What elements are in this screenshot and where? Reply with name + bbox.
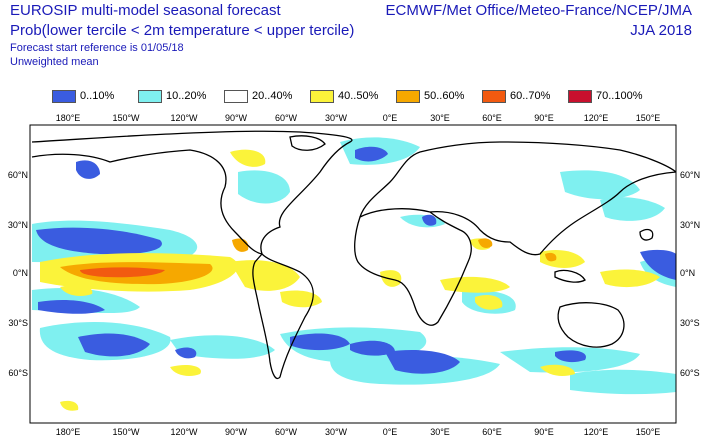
legend-swatch [482, 89, 506, 103]
latitude-label: 30°N [8, 220, 28, 230]
longitude-label: 90°E [534, 113, 554, 123]
map-title: EUROSIP multi-model seasonal forecast [10, 2, 281, 19]
longitude-label: 120°W [170, 113, 198, 123]
legend-item: 0..10% [52, 88, 114, 104]
latitude-label: 0°N [13, 268, 28, 278]
longitude-label: 90°E [534, 427, 554, 437]
legend-swatch [138, 89, 162, 103]
indonesia-coast [554, 269, 586, 283]
latitude-label: 30°S [680, 318, 700, 328]
longitude-label: 0°E [383, 113, 398, 123]
legend-label: 50..60% [424, 90, 465, 102]
longitude-label: 30°W [325, 113, 348, 123]
longitude-label: 90°W [225, 113, 248, 123]
season-label: JJA 2018 [630, 22, 692, 39]
longitude-label: 60°W [275, 113, 298, 123]
longitude-label: 30°W [325, 427, 348, 437]
longitude-labels-bottom: 180°E 150°W 120°W 90°W 60°W 30°W 0°E 30°E 60°E 90… [56, 427, 661, 437]
north-america-coast [31, 130, 353, 255]
latitude-label: 60°N [680, 170, 700, 180]
longitude-label: 150°W [112, 427, 140, 437]
longitude-label: 0°E [383, 427, 398, 437]
greenland-coast [289, 135, 326, 151]
latitude-label: 30°N [680, 220, 700, 230]
legend-item: 20..40% [224, 88, 292, 104]
shading-60-70 [80, 267, 165, 278]
eurasia-north-coast [359, 141, 676, 218]
longitude-label: 90°W [225, 427, 248, 437]
legend-label: 0..10% [80, 90, 115, 102]
longitude-label: 60°W [275, 427, 298, 437]
map-subtitle: Prob(lower tercile < 2m temperature < up… [10, 22, 355, 39]
legend-item: 60..70% [482, 88, 550, 104]
latitude-label: 30°S [8, 318, 28, 328]
centres-title: ECMWF/Met Office/Meteo-France/NCEP/JMA [385, 2, 692, 19]
longitude-label: 180°E [56, 427, 81, 437]
longitude-label: 150°E [636, 113, 661, 123]
africa-coast [354, 208, 472, 326]
forecast-reference: Forecast start reference is 01/05/18 [10, 42, 184, 54]
legend-label: 20..40% [252, 90, 293, 102]
longitude-label: 30°E [430, 113, 450, 123]
legend-label: 60..70% [510, 90, 551, 102]
latitude-label: 60°N [8, 170, 28, 180]
legend-swatch [224, 89, 248, 103]
latitude-label: 60°S [8, 368, 28, 378]
legend-label: 10..20% [166, 90, 207, 102]
longitude-label: 120°E [584, 427, 609, 437]
world-map: 180°E 150°W 120°W 90°W 60°W 30°W 0°E 30°E 60°E 90… [8, 113, 700, 437]
legend: 0..10% 10..20% 20..40% 40..50% 50..60% 60..70… [0, 88, 706, 106]
longitude-label: 30°E [430, 427, 450, 437]
legend-swatch [52, 89, 76, 103]
longitude-label: 180°E [56, 113, 81, 123]
longitude-labels-top: 180°E 150°W 120°W 90°W 60°W 30°W 0°E 30°E 60°E 90… [56, 113, 661, 123]
shading-0-10 [36, 146, 676, 374]
longitude-label: 150°W [112, 113, 140, 123]
legend-swatch [568, 89, 592, 103]
latitude-labels-left: 60°N 30°N 0°N 30°S 60°S [8, 170, 28, 378]
japan-coast [639, 228, 654, 241]
asia-south-coast [429, 171, 676, 256]
legend-item: 10..20% [138, 88, 206, 104]
legend-item: 40..50% [310, 88, 378, 104]
weighting-note: Unweighted mean [10, 56, 99, 68]
legend-swatch [310, 89, 334, 103]
legend-swatch [396, 89, 420, 103]
coastlines [31, 130, 676, 380]
latitude-label: 60°S [680, 368, 700, 378]
probability-shading [32, 137, 676, 411]
longitude-label: 120°W [170, 427, 198, 437]
legend-item: 70..100% [568, 88, 642, 104]
longitude-label: 60°E [482, 113, 502, 123]
longitude-label: 60°E [482, 427, 502, 437]
south-america-coast [252, 253, 314, 380]
longitude-label: 120°E [584, 113, 609, 123]
australia-coast [557, 302, 625, 348]
legend-label: 70..100% [596, 90, 643, 102]
latitude-label: 0°N [680, 268, 695, 278]
legend-item: 50..60% [396, 88, 464, 104]
legend-label: 40..50% [338, 90, 379, 102]
longitude-label: 150°E [636, 427, 661, 437]
latitude-labels-right: 60°N 30°N 0°N 30°S 60°S [680, 170, 700, 378]
map-frame [29, 124, 677, 424]
